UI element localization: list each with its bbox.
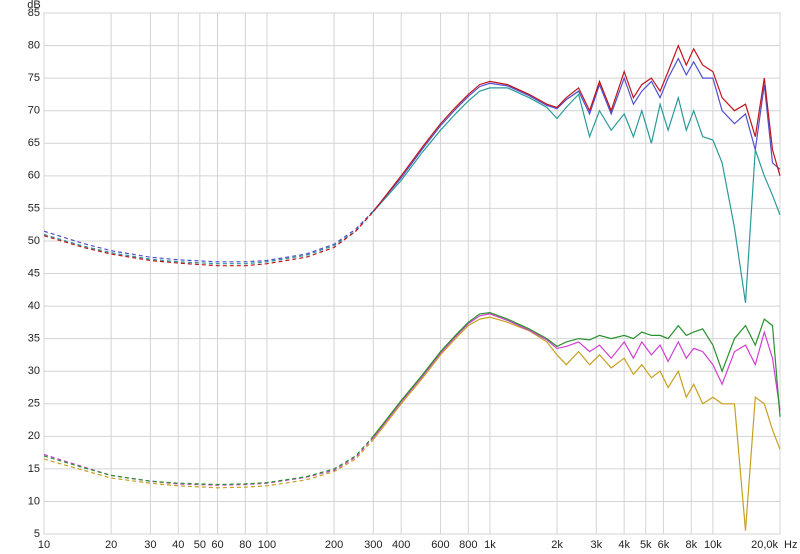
series-line (43, 210, 374, 263)
x-tick-label: 100 (258, 539, 276, 551)
x-tick-label: 5k (640, 539, 652, 551)
x-tick-label: 80 (239, 539, 251, 551)
y-tick-label: 35 (28, 333, 40, 345)
y-tick-label: 85 (28, 7, 40, 19)
y-tick-label: 30 (28, 365, 40, 377)
series-line (372, 43, 781, 212)
series-line (372, 311, 781, 437)
series-line (372, 87, 781, 303)
y-tick-label: 55 (28, 202, 40, 214)
series-line (43, 439, 374, 489)
y-tick-label: 25 (28, 398, 40, 410)
series-line (43, 435, 374, 486)
y-tick-label: 70 (28, 105, 40, 117)
series-line (372, 313, 781, 438)
x-tick-label: 8k (685, 539, 697, 551)
x-tick-label: 3k (590, 539, 602, 551)
y-tick-label: 10 (28, 495, 40, 507)
y-tick-label: 15 (28, 463, 40, 475)
x-tick-label: 2k (551, 539, 563, 551)
x-tick-label: 4k (618, 539, 630, 551)
y-tick-label: 5 (34, 528, 40, 540)
y-tick-label: 40 (28, 300, 40, 312)
y-tick-label: 75 (28, 72, 40, 84)
x-tick-label: 200 (325, 539, 343, 551)
y-tick-label: 50 (28, 235, 40, 247)
y-tick-label: 60 (28, 170, 40, 182)
x-tick-label: 20 (105, 539, 117, 551)
x-tick-label: 60 (211, 539, 223, 551)
y-tick-label: 65 (28, 137, 40, 149)
x-tick-label: 400 (392, 539, 410, 551)
x-tick-label: 50 (194, 539, 206, 551)
x-tick-label: 10k (704, 539, 722, 551)
x-tick-label: 600 (431, 539, 449, 551)
y-tick-label: 20 (28, 430, 40, 442)
series-line (43, 211, 374, 265)
series-line (372, 57, 781, 212)
x-tick-label: 300 (364, 539, 382, 551)
x-tick-label: 800 (459, 539, 477, 551)
x-tick-label: 30 (144, 539, 156, 551)
y-axis-label: dB (27, 0, 40, 11)
x-tick-label: 10 (38, 539, 50, 551)
x-axis-label: Hz (784, 539, 797, 551)
x-tick-label: 6k (658, 539, 670, 551)
x-tick-label: 1k (484, 539, 496, 551)
series-line (43, 211, 374, 267)
y-tick-label: 45 (28, 267, 40, 279)
series-line (372, 316, 781, 531)
x-tick-label: 40 (172, 539, 184, 551)
x-tick-label: 20,0k (751, 539, 778, 551)
y-tick-label: 80 (28, 39, 40, 51)
